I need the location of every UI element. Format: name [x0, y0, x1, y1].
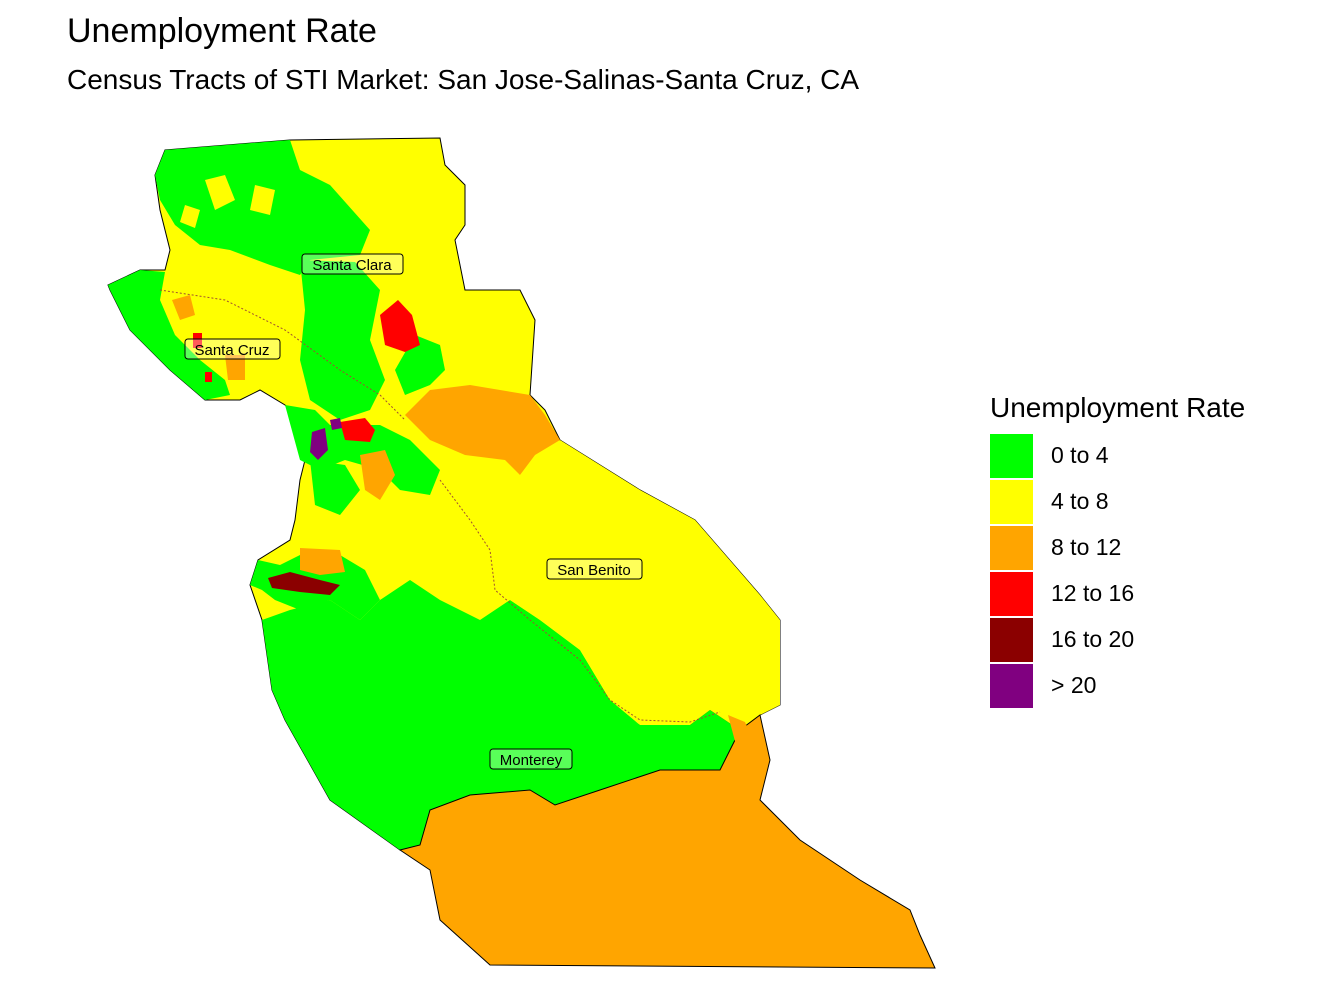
legend-swatch [990, 434, 1033, 478]
legend-swatch [990, 618, 1033, 662]
map-title: Unemployment Rate [67, 12, 377, 50]
tract-red [380, 300, 420, 352]
legend-swatch [990, 526, 1033, 570]
legend-label: 8 to 12 [1051, 534, 1122, 560]
legend-swatch [990, 572, 1033, 616]
tract-green [310, 460, 360, 515]
tract-red [340, 418, 375, 442]
legend-item: 8 to 12 [990, 526, 1245, 572]
tract-yellow [180, 175, 275, 228]
legend-item: 4 to 8 [990, 480, 1245, 526]
svg-text:San Benito: San Benito [557, 562, 630, 579]
county-border [159, 289, 406, 421]
tract-purple [310, 418, 342, 460]
tract-orange [300, 548, 345, 575]
legend-label: 12 to 16 [1051, 580, 1135, 606]
legend-label: 0 to 4 [1051, 442, 1109, 468]
tract-green [262, 580, 740, 850]
tract-green [108, 270, 230, 400]
legend-label: 16 to 20 [1051, 626, 1135, 652]
county-label-san-benito: San Benito [546, 558, 643, 580]
tract-orange [728, 715, 755, 760]
tract-red [193, 333, 212, 382]
legend-swatch [990, 480, 1033, 524]
legend-items: 0 to 4 4 to 8 8 to 12 12 to 16 16 to 20 > 20 [990, 434, 1245, 710]
legend-swatch [990, 664, 1033, 708]
tract-darkred [268, 572, 340, 595]
county-border [439, 479, 721, 723]
tract-green [300, 260, 385, 420]
tract-yellow [490, 440, 780, 730]
legend-title: Unemployment Rate [990, 392, 1246, 423]
map-subtitle: Census Tracts of STI Market: San Jose-Sa… [67, 64, 860, 95]
legend-item: 16 to 20 [990, 618, 1245, 664]
legend-label: 4 to 8 [1051, 488, 1109, 514]
svg-text:Santa Cruz: Santa Cruz [194, 342, 269, 359]
tract-orange [398, 714, 936, 969]
tract-orange [360, 450, 395, 500]
county-label-santa-cruz: Santa Cruz [184, 338, 281, 360]
svg-text:Monterey: Monterey [500, 752, 563, 769]
legend-item: 0 to 4 [990, 434, 1245, 480]
legend: Unemployment Rate 0 to 4 4 to 8 8 to 12 12 … [990, 392, 1245, 710]
legend-item: 12 to 16 [990, 572, 1245, 618]
county-label-monterey: Monterey [489, 748, 573, 770]
tract-green [285, 405, 440, 495]
legend-item: > 20 [990, 664, 1245, 710]
county-label-santa-clara: Santa Clara [301, 253, 404, 275]
tract-orange [405, 385, 560, 475]
svg-text:Santa Clara: Santa Clara [312, 257, 392, 274]
legend-label: > 20 [1051, 672, 1097, 698]
